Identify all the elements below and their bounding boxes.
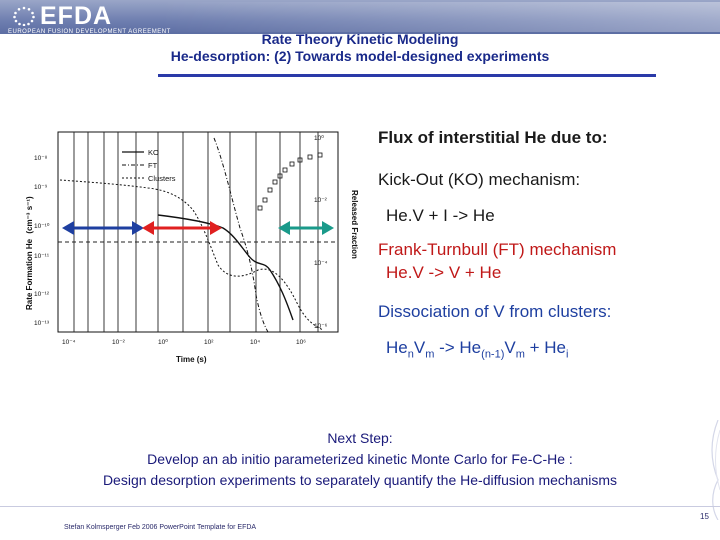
svg-text:10⁻⁸: 10⁻⁸	[34, 155, 48, 162]
svg-text:10⁻⁶: 10⁻⁶	[314, 323, 328, 330]
teal-double-arrow	[278, 221, 334, 235]
y-right-label: Released Fraction	[350, 190, 359, 259]
next-step-block: Next Step: Develop an ab initio paramete…	[0, 428, 720, 491]
released-fraction-markers	[257, 152, 323, 211]
svg-text:10²: 10²	[204, 339, 214, 346]
svg-text:10⁻¹¹: 10⁻¹¹	[34, 253, 50, 260]
title-underline	[158, 74, 656, 77]
slide-title: Rate Theory Kinetic Modeling He-desorpti…	[100, 31, 620, 65]
footer-rule	[0, 506, 720, 507]
y-left-unit: (cm⁻³ s⁻¹)	[25, 196, 34, 234]
y-right-ticks: 10⁰ 10⁻² 10⁻⁴ 10⁻⁶	[314, 134, 328, 330]
logo-subtitle: EUROPEAN FUSION DEVELOPMENT AGREEMENT	[8, 29, 171, 35]
svg-text:10⁻⁴: 10⁻⁴	[62, 339, 76, 346]
title-line-1: Rate Theory Kinetic Modeling	[261, 31, 459, 47]
svg-text:10⁴: 10⁴	[250, 339, 260, 346]
clusters-curve	[59, 179, 324, 331]
plot-frame	[57, 131, 339, 333]
svg-text:10⁻¹⁰: 10⁻¹⁰	[34, 222, 50, 230]
eu-stars-icon	[13, 6, 35, 26]
svg-text:10⁻¹²: 10⁻¹²	[34, 291, 50, 298]
logo-text: EFDA	[40, 2, 113, 30]
next-step-line-2: Develop an ab initio parameterized kinet…	[147, 451, 573, 467]
header-band	[0, 0, 720, 34]
svg-text:10⁻²: 10⁻²	[314, 197, 328, 204]
efda-logo: EFDA EUROPEAN FUSION DEVELOPMENT AGREEME…	[4, 2, 170, 35]
bullet-dissociation-reaction: HenVm -> He(n-1)Vm + Hei	[386, 338, 569, 361]
next-step-heading: Next Step:	[327, 430, 393, 446]
bullet-ko: Kick-Out (KO) mechanism:	[378, 170, 581, 189]
svg-text:10⁶: 10⁶	[296, 339, 306, 346]
x-ticks: 10⁻⁴ 10⁻² 10⁰ 10² 10⁴ 10⁶	[62, 338, 306, 346]
footer-text: Stefan Kolmsperger Feb 2006 PowerPoint T…	[64, 524, 257, 531]
bullet-dissociation: Dissociation of V from clusters:	[378, 302, 612, 321]
ko-curve	[157, 214, 294, 321]
svg-text:10⁰: 10⁰	[314, 134, 324, 142]
bullet-ko-reaction: He.V + I -> He	[386, 206, 495, 225]
vertical-guides	[73, 132, 319, 332]
bullet-ft: Frank-Turnbull (FT) mechanism	[378, 240, 617, 259]
page-number: 15	[700, 512, 709, 521]
svg-text:10⁻²: 10⁻²	[112, 339, 126, 346]
svg-text:10⁻⁴: 10⁻⁴	[314, 260, 328, 267]
y-left-ticks: 10⁻⁸ 10⁻⁹ 10⁻¹⁰ 10⁻¹¹ 10⁻¹² 10⁻¹³	[34, 155, 50, 327]
bullet-flux: Flux of interstitial He due to:	[378, 128, 608, 147]
decorative-swirl	[711, 420, 720, 520]
x-axis-label: Time (s)	[176, 355, 207, 364]
svg-text:10⁻¹³: 10⁻¹³	[34, 320, 50, 327]
svg-text:10⁰: 10⁰	[158, 338, 168, 346]
svg-text:10⁻⁹: 10⁻⁹	[34, 184, 48, 191]
next-step-line-3: Design desorption experiments to separat…	[102, 472, 618, 488]
header-gradient	[160, 2, 720, 32]
legend-ko: KO	[148, 148, 159, 157]
bullet-ft-reaction: He.V -> V + He	[386, 263, 502, 282]
ft-curve	[213, 137, 269, 333]
legend-clusters: Clusters	[148, 174, 176, 183]
y-left-label: Rate Formation He (cm⁻³ s⁻¹)	[25, 196, 34, 310]
rate-formation-chart: Rate Formation He (cm⁻³ s⁻¹) Released Fr…	[25, 131, 359, 364]
title-line-2: He-desorption: (2) Towards model-designe…	[170, 48, 550, 64]
blue-double-arrow	[62, 221, 144, 235]
red-double-arrow	[142, 221, 222, 235]
legend: KO FT Clusters	[122, 148, 176, 183]
legend-ft: FT	[148, 161, 158, 170]
